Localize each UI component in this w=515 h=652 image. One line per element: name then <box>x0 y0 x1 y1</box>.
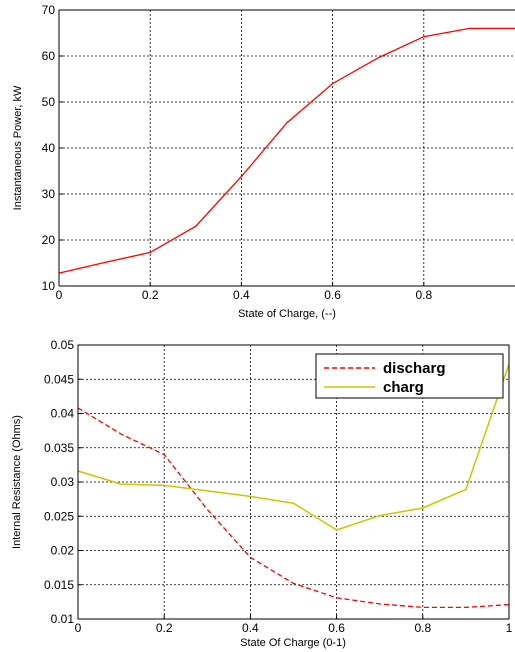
series-0-point-7 <box>376 56 380 60</box>
discharg-point-9 <box>464 606 468 610</box>
c1-x-tick-label-2: 0.4 <box>233 288 250 302</box>
c2-y-tick-label-8: 0.05 <box>51 338 75 352</box>
c1-y-tick-label-1: 20 <box>42 233 56 247</box>
series-0-point-1 <box>103 261 107 265</box>
c1-x-tick-label-4: 0.8 <box>415 288 432 302</box>
c1-y-tick-label-2: 30 <box>42 187 56 201</box>
c2-x-tick-label-2: 0.4 <box>242 621 259 635</box>
power-axes-frame <box>58 9 515 287</box>
discharg-point-1 <box>119 432 123 436</box>
discharg-series-line <box>77 407 510 609</box>
resistance-y-axis-label: Internal Resistance (Ohms) <box>11 415 23 549</box>
charg-point-2 <box>162 484 166 488</box>
power-chart: 0 0.2 0.4 0.6 0.8 10 20 30 40 50 60 70 State of Ch… <box>12 3 515 320</box>
c2-y-tick-label-1: 0.015 <box>44 578 74 592</box>
c2-y-tick-label-2: 0.02 <box>51 544 75 558</box>
discharg-point-6 <box>335 596 339 600</box>
c1-y-tick-label-5: 60 <box>42 49 56 63</box>
c2-y-tick-label-0: 0.01 <box>51 612 75 626</box>
legend-label-charg: charg <box>383 379 424 396</box>
discharg-point-4 <box>249 556 253 560</box>
power-y-axis-label: Instantaneous Power, kW <box>12 85 24 210</box>
charg-point-1 <box>119 482 123 486</box>
c2-y-tick-label-3: 0.025 <box>44 509 74 523</box>
c2-x-tick-label-5: 1 <box>506 621 513 635</box>
resistance-x-axis-label: State Of Charge (0-1) <box>240 637 346 649</box>
c1-x-tick-label-0: 0 <box>56 288 63 302</box>
series-0-point-9 <box>468 27 472 31</box>
resistance-chart: 0 0.2 0.4 0.6 0.8 1 0.010.0150.020.0250.030.0… <box>11 338 513 649</box>
charg-point-3 <box>206 489 210 493</box>
discharg-point-2 <box>162 453 166 457</box>
charg-point-4 <box>249 495 253 499</box>
c1-y-tick-label-0: 10 <box>42 279 56 293</box>
c2-y-tick-label-6: 0.04 <box>51 407 75 421</box>
series-0-point-4 <box>240 175 244 179</box>
c1-y-tick-label-4: 50 <box>42 95 56 109</box>
power-x-axis-label: State of Charge, (--) <box>238 308 336 320</box>
series-0-point-8 <box>422 35 426 39</box>
charg-point-6 <box>335 528 339 532</box>
series-0-point-6 <box>331 82 335 86</box>
charg-point-7 <box>378 514 382 518</box>
c2-x-tick-label-0: 0 <box>75 621 82 635</box>
c2-x-tick-label-3: 0.6 <box>328 621 345 635</box>
discharg-point-3 <box>206 508 210 512</box>
c1-y-tick-label-3: 40 <box>42 141 56 155</box>
resistance-y-tick-labels: 0.01 0.015 0.02 0.025 0.03 0.035 0.04 0.045 0.05 <box>44 338 74 626</box>
charg-series-line <box>77 363 510 531</box>
c1-x-tick-label-1: 0.2 <box>142 288 159 302</box>
resistance-axes-frame <box>77 344 510 620</box>
series-0-point-2 <box>148 251 152 255</box>
charg-point-8 <box>421 506 425 510</box>
series-0-point-5 <box>285 121 289 125</box>
series-0-point-3 <box>194 224 198 228</box>
c2-y-tick-label-7: 0.045 <box>44 372 74 386</box>
power-x-tick-labels: 0 0.2 0.4 0.6 0.8 <box>56 288 433 302</box>
power-series-line <box>58 27 515 274</box>
resistance-x-tick-labels: 0 0.2 0.4 0.6 0.8 1 <box>75 621 513 635</box>
legend-box <box>315 353 504 399</box>
c2-y-tick-label-4: 0.03 <box>51 475 75 489</box>
resistance-legend: discharg charg <box>315 353 504 399</box>
discharg-point-5 <box>292 582 296 586</box>
discharg-point-8 <box>421 606 425 610</box>
c1-y-tick-label-6: 70 <box>42 3 56 17</box>
power-grid <box>58 9 515 287</box>
c2-y-tick-label-5: 0.035 <box>44 441 74 455</box>
discharg-point-7 <box>378 602 382 606</box>
charg-point-9 <box>464 488 468 492</box>
c2-x-tick-label-1: 0.2 <box>156 621 173 635</box>
legend-label-discharg: discharg <box>383 360 446 377</box>
charg-point-5 <box>292 501 296 505</box>
power-y-tick-labels: 10 20 30 40 50 60 70 <box>42 3 56 293</box>
c1-x-tick-label-3: 0.6 <box>324 288 341 302</box>
c2-x-tick-label-4: 0.8 <box>414 621 431 635</box>
